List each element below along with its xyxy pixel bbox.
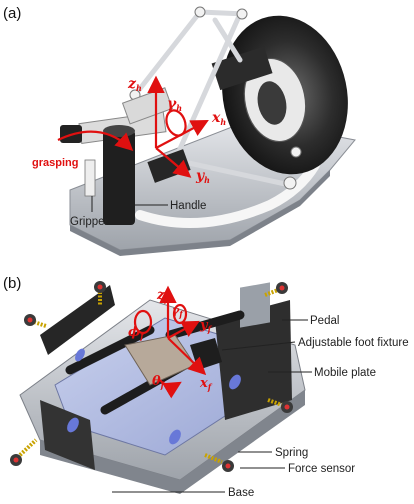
handle-grip-block — [147, 149, 191, 183]
spring-unit-br — [204, 453, 234, 472]
callout-gripper: Gripper — [70, 216, 109, 228]
axis-y-f: yf — [199, 318, 213, 334]
blue-knobs — [67, 348, 241, 445]
handle-joint-block — [121, 87, 174, 125]
linkage-rods — [132, 9, 293, 188]
handle-frame-axes — [57, 75, 209, 178]
right-frame-window — [240, 282, 270, 328]
axis-gamma-h: γh — [167, 96, 182, 113]
callout-pedal: Pedal — [310, 315, 339, 327]
base-curved-slot — [135, 160, 320, 228]
left-frame — [40, 285, 115, 355]
foot-frame-axes — [133, 285, 207, 399]
panel-a-label: (a) — [3, 5, 21, 22]
gripper-lever — [84, 159, 96, 197]
base-plate-edge — [70, 170, 330, 256]
callout-lines — [112, 319, 312, 493]
axis-y-h: yh — [195, 168, 210, 185]
panel-b: (b) — [3, 275, 409, 499]
panel-b-label: (b) — [3, 275, 21, 292]
callout-force-sensor: Force sensor — [288, 463, 355, 475]
callout-mobile-plate: Mobile plate — [314, 367, 376, 379]
axis-gamma-f: γf — [172, 304, 184, 319]
spring-unit-bl — [10, 438, 38, 466]
platform-base-side — [40, 390, 305, 494]
wheel-support-block — [211, 46, 273, 91]
axis-z-h: zh — [127, 76, 142, 93]
spring-unit-tl — [94, 281, 106, 306]
rotary-wheel-inner — [257, 81, 287, 125]
axis-z-f: zf — [156, 288, 169, 304]
spring-unit-l — [24, 314, 47, 328]
axis-x-f: xf — [199, 376, 213, 392]
panel-a: (a) — [3, 5, 356, 256]
handle-column — [103, 130, 135, 225]
axis-theta-f: θf — [152, 374, 166, 390]
front-frame — [40, 400, 95, 470]
right-frame — [215, 300, 292, 420]
spring-unit-r — [267, 398, 293, 413]
callout-foot-fixture: Adjustable foot fixture — [298, 337, 409, 349]
grasping-label: grasping — [32, 157, 78, 169]
callout-base: Base — [228, 487, 254, 499]
callout-spring: Spring — [275, 447, 308, 459]
spring-unit-tr — [264, 282, 288, 297]
axis-phi-f: ϕf — [128, 325, 145, 341]
axis-x-h: xh — [211, 110, 226, 127]
callout-handle: Handle — [170, 200, 206, 212]
spring-sensor-units — [10, 281, 293, 472]
